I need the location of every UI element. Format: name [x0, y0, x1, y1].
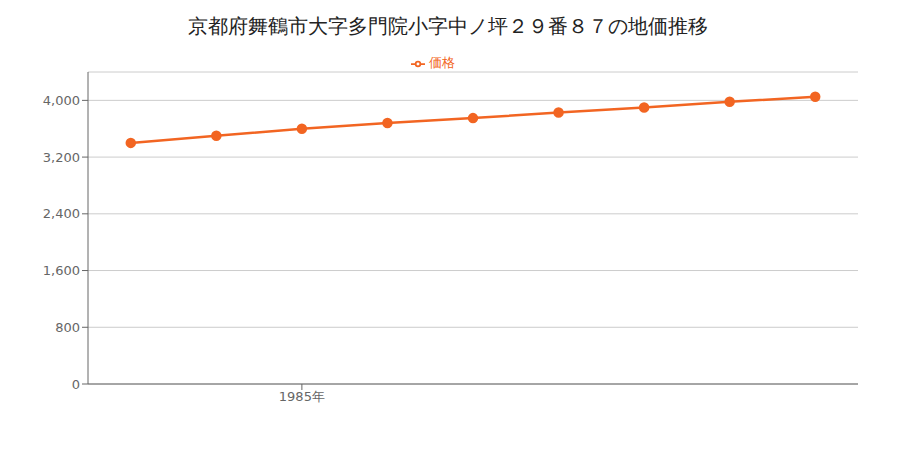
- svg-text:1,600: 1,600: [43, 263, 80, 278]
- svg-text:2,400: 2,400: [43, 206, 80, 221]
- svg-text:0: 0: [72, 377, 80, 392]
- svg-text:3,200: 3,200: [43, 150, 80, 165]
- html-text:京都府舞鶴市大字多門院小字中ノ坪２９番８７の地価推移: 京都府舞鶴市大字多門院小字中ノ坪２９番８７の地価推移: [188, 14, 708, 38]
- svg-text:1985年: 1985年: [279, 389, 325, 404]
- html-text:価格: 価格: [429, 55, 455, 70]
- svg-text:4,000: 4,000: [43, 93, 80, 108]
- svg-text:800: 800: [55, 320, 80, 335]
